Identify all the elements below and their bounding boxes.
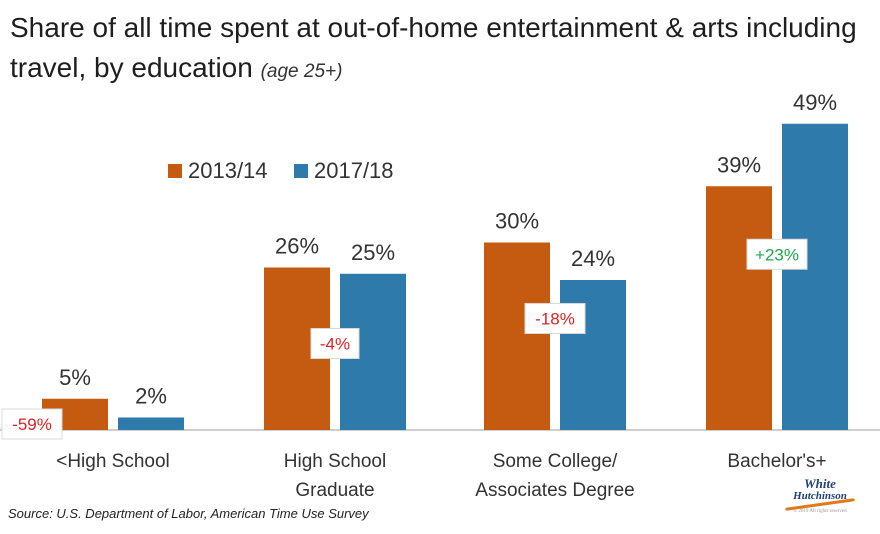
white-hutchinson-logo: White Hutchinson © 2019 All rights reser… <box>770 476 870 526</box>
change-label: +23% <box>755 245 799 264</box>
category-label: Bachelor's+ <box>727 451 826 472</box>
legend-swatch-2 <box>294 164 308 178</box>
data-label: 25% <box>351 240 395 265</box>
chart-title-sub: (age 25+) <box>260 61 343 82</box>
bar-2-0 <box>118 417 184 430</box>
data-label: 24% <box>571 246 615 271</box>
bar-1-2 <box>484 242 550 430</box>
legend-swatch-1 <box>168 164 182 178</box>
change-badge <box>524 303 586 334</box>
chart-title: Share of all time spent at out-of-home e… <box>10 8 870 92</box>
bar-1-3 <box>706 186 772 430</box>
logo-copyright: © 2019 All rights reserved <box>793 509 847 514</box>
change-badge <box>310 328 360 359</box>
category-label: Associates Degree <box>475 480 634 501</box>
category-label: Graduate <box>295 480 374 501</box>
data-label: 39% <box>717 152 761 177</box>
data-label: 2% <box>135 384 167 409</box>
legend-label-1: 2013/14 <box>188 158 268 183</box>
category-label: Some College/ <box>493 451 618 472</box>
source-note: Source: U.S. Department of Labor, Americ… <box>8 506 369 521</box>
data-label: 26% <box>275 234 319 259</box>
change-label: -4% <box>320 335 350 354</box>
legend-label-2: 2017/18 <box>314 158 394 183</box>
data-label: 5% <box>59 365 91 390</box>
data-label: 30% <box>495 209 539 234</box>
logo-line-1: White <box>804 476 836 491</box>
change-badge <box>746 238 808 270</box>
bar-2-2 <box>560 280 626 430</box>
change-badge <box>1 408 63 440</box>
chart-title-main: Share of all time spent at out-of-home e… <box>10 12 857 83</box>
category-label: <High School <box>56 451 170 472</box>
change-label: -59% <box>12 415 52 434</box>
data-label: 49% <box>793 90 837 115</box>
bar-2-3 <box>782 123 848 430</box>
change-label: -18% <box>535 310 575 329</box>
logo-line-2: Hutchinson <box>793 490 847 502</box>
category-label: High School <box>284 451 386 472</box>
